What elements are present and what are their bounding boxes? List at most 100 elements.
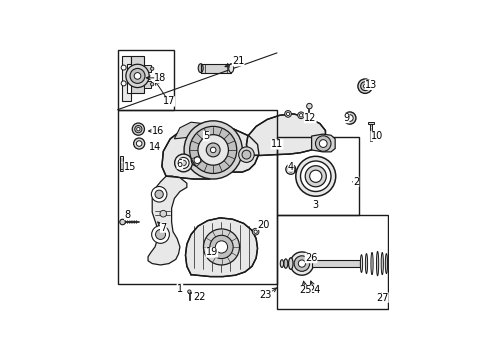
Circle shape xyxy=(300,161,330,192)
Text: 27: 27 xyxy=(375,293,388,303)
Ellipse shape xyxy=(228,64,233,73)
Circle shape xyxy=(298,260,305,267)
Circle shape xyxy=(194,157,200,163)
Circle shape xyxy=(181,160,186,166)
Circle shape xyxy=(343,112,355,124)
Circle shape xyxy=(120,219,125,225)
Circle shape xyxy=(136,141,142,146)
Polygon shape xyxy=(174,122,211,139)
Circle shape xyxy=(287,167,293,172)
Circle shape xyxy=(130,68,145,84)
Polygon shape xyxy=(367,122,373,123)
Circle shape xyxy=(295,156,335,196)
Polygon shape xyxy=(369,123,371,141)
Circle shape xyxy=(309,170,321,183)
Ellipse shape xyxy=(288,258,292,269)
Ellipse shape xyxy=(376,251,378,276)
Circle shape xyxy=(174,154,192,172)
Ellipse shape xyxy=(370,252,372,275)
Text: 1: 1 xyxy=(177,284,183,293)
Circle shape xyxy=(135,126,142,133)
Text: 13: 13 xyxy=(365,80,377,90)
Circle shape xyxy=(286,112,289,116)
Circle shape xyxy=(305,166,325,187)
Text: 18: 18 xyxy=(154,73,166,83)
Text: 11: 11 xyxy=(270,139,283,149)
Text: 10: 10 xyxy=(370,131,382,141)
Text: 7: 7 xyxy=(160,222,166,233)
Polygon shape xyxy=(187,292,190,293)
Circle shape xyxy=(284,111,291,117)
Text: 14: 14 xyxy=(148,142,161,152)
Circle shape xyxy=(215,241,227,253)
Text: 24: 24 xyxy=(307,285,320,296)
Polygon shape xyxy=(143,66,150,72)
Circle shape xyxy=(306,103,311,109)
Circle shape xyxy=(151,186,166,202)
Circle shape xyxy=(253,230,257,233)
Circle shape xyxy=(319,140,326,148)
Circle shape xyxy=(357,79,371,93)
Polygon shape xyxy=(185,218,257,276)
Circle shape xyxy=(210,147,216,153)
Text: 25: 25 xyxy=(299,285,311,296)
Circle shape xyxy=(121,81,126,86)
Circle shape xyxy=(187,290,191,293)
Ellipse shape xyxy=(360,255,362,273)
Circle shape xyxy=(203,229,239,265)
Circle shape xyxy=(150,67,154,70)
Circle shape xyxy=(125,64,149,87)
Circle shape xyxy=(151,226,169,243)
Circle shape xyxy=(183,121,242,179)
Ellipse shape xyxy=(198,64,203,73)
Polygon shape xyxy=(312,260,359,267)
Text: 26: 26 xyxy=(304,253,317,263)
Polygon shape xyxy=(200,64,231,73)
Polygon shape xyxy=(143,81,150,87)
Text: 9: 9 xyxy=(343,113,348,123)
Circle shape xyxy=(160,210,166,217)
Circle shape xyxy=(238,147,254,162)
Circle shape xyxy=(285,164,295,174)
Polygon shape xyxy=(131,56,143,93)
Text: 6: 6 xyxy=(177,159,183,169)
Polygon shape xyxy=(122,56,131,102)
Circle shape xyxy=(390,258,400,269)
Circle shape xyxy=(121,65,126,70)
Text: 19: 19 xyxy=(205,247,218,257)
Circle shape xyxy=(242,150,250,159)
Circle shape xyxy=(363,85,366,88)
Circle shape xyxy=(209,235,233,258)
Circle shape xyxy=(299,114,302,117)
Circle shape xyxy=(198,135,228,165)
Circle shape xyxy=(178,157,189,168)
Polygon shape xyxy=(148,176,186,265)
Circle shape xyxy=(297,112,304,118)
Text: 17: 17 xyxy=(163,96,175,107)
Circle shape xyxy=(293,256,309,271)
Text: 5: 5 xyxy=(203,131,209,141)
Ellipse shape xyxy=(365,253,367,274)
Text: 8: 8 xyxy=(124,210,130,220)
Circle shape xyxy=(132,123,144,135)
Circle shape xyxy=(346,115,352,121)
Circle shape xyxy=(133,138,144,149)
Circle shape xyxy=(252,228,259,235)
Circle shape xyxy=(137,127,140,131)
Ellipse shape xyxy=(388,255,390,272)
Polygon shape xyxy=(390,257,395,270)
Ellipse shape xyxy=(380,252,383,275)
Circle shape xyxy=(155,229,165,239)
Text: 21: 21 xyxy=(231,56,244,66)
Text: 12: 12 xyxy=(304,113,316,123)
Text: 23: 23 xyxy=(259,291,271,301)
Polygon shape xyxy=(120,169,123,171)
Polygon shape xyxy=(311,134,334,152)
Polygon shape xyxy=(188,293,190,301)
Circle shape xyxy=(191,154,203,166)
Circle shape xyxy=(290,252,313,275)
Circle shape xyxy=(150,82,154,86)
Polygon shape xyxy=(162,125,259,179)
Circle shape xyxy=(155,190,163,198)
Text: 15: 15 xyxy=(123,162,136,172)
